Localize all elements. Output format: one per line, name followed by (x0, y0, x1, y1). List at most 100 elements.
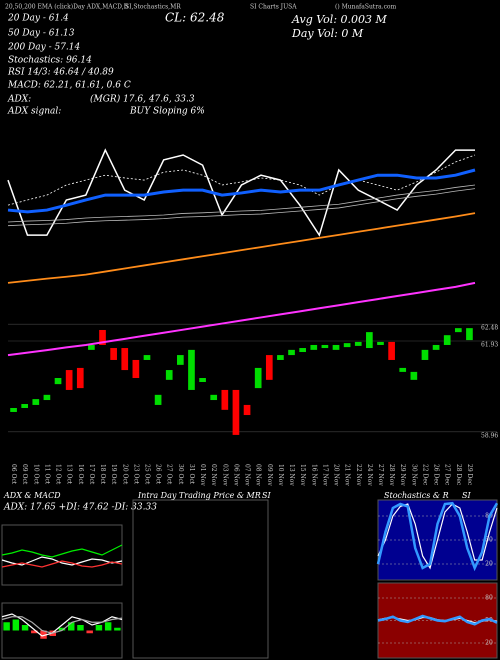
bar (12, 619, 20, 631)
series-line (1, 556, 123, 566)
candle-body (21, 404, 29, 408)
candle-body (199, 378, 206, 382)
candle-body (177, 355, 184, 365)
candle-body (221, 389, 229, 410)
candle-body (354, 341, 362, 346)
x-tick-label: 08 Nov (255, 464, 262, 486)
header-text: () MunafaSutra.com (335, 4, 397, 11)
annotation: (MGR) 17.6, 47.6, 33.3 (90, 94, 195, 105)
header-text: SI Charts JUSA (250, 4, 297, 11)
x-tick-label: 06 Nov (232, 464, 239, 486)
x-tick-label: 30 Oct (177, 464, 184, 485)
panel-title: SI (262, 491, 271, 500)
bar (86, 630, 93, 634)
x-tick-label: 01 Nov (199, 464, 206, 486)
candle-body (121, 348, 129, 371)
candle-body (65, 370, 73, 390)
annotation: Stochastics: 96.14 (8, 56, 92, 66)
bar (31, 630, 38, 634)
bar (104, 622, 112, 631)
candle-body (154, 394, 162, 405)
candle-body (332, 344, 340, 350)
candle-body (254, 367, 262, 389)
x-tick-label: 17 Oct (88, 464, 95, 485)
x-tick-label: 27 Nov (377, 464, 384, 486)
panel-title: SI (462, 491, 471, 500)
x-tick-label: 18 Oct (99, 464, 106, 485)
annotation: Day Vol: 0 M (291, 27, 364, 40)
series-line (7, 188, 476, 227)
candle-body (143, 355, 151, 360)
y-tick-label: 50 (485, 537, 493, 544)
candle-body (454, 328, 462, 333)
x-tick-label: 20 Oct (121, 464, 128, 485)
candle-body (343, 343, 351, 348)
candle-body (399, 367, 407, 372)
candle-body (265, 355, 273, 380)
x-tick-label: 28 Dec (455, 464, 462, 486)
y-tick-label: 80 (485, 595, 493, 602)
panel-frame (1, 602, 123, 659)
x-tick-label: 12 Oct (55, 464, 62, 485)
series-line (7, 148, 475, 237)
x-tick-label: 23 Oct (132, 464, 139, 485)
series-line (376, 501, 499, 572)
candle-body (432, 344, 440, 350)
candle-body (243, 404, 251, 416)
bar (77, 625, 84, 631)
y-tick-label: 62.48 (481, 325, 498, 332)
x-tick-label: 03 Nov (221, 464, 228, 486)
candle-body (10, 407, 17, 412)
annotation: RSI 14/3: 46.64 / 40.89 (7, 68, 114, 78)
annotation: MACD: 62.21, 61.61, 0.6 C (7, 81, 131, 91)
series-line (1, 616, 123, 634)
x-tick-label: 27 Oct (166, 464, 173, 485)
x-tick-label: 11 Oct (43, 464, 50, 485)
bar (58, 627, 66, 631)
header-text: SI,Stochastics,MR (125, 4, 181, 11)
panel-title: ADX & MACD (3, 491, 61, 500)
candle-body (54, 378, 62, 385)
x-tick-label: 16 Oct (77, 464, 84, 485)
bar (68, 622, 75, 631)
x-tick-label: 30 Nov (410, 464, 417, 486)
annotation: ADX signal: (7, 107, 61, 117)
annotation: ADX: (7, 95, 31, 105)
candle-body (99, 329, 106, 345)
series-line (7, 281, 476, 357)
x-tick-label: 29 Dec (466, 464, 473, 486)
x-tick-label: 22 Dec (421, 464, 428, 486)
x-tick-label: 13 Nov (288, 464, 295, 486)
panel-title: Intra Day Trading Price & MR (137, 491, 261, 500)
x-tick-label: 06 Oct (10, 464, 17, 485)
x-tick-label: 07 Nov (244, 464, 251, 486)
series-line (377, 614, 498, 626)
candle-body (288, 349, 295, 356)
series-line (7, 212, 476, 284)
candle-body (277, 355, 284, 360)
candle-body (132, 359, 140, 379)
x-tick-label: 22 Nov (355, 464, 362, 486)
annotation: 50 Day - 61.13 (8, 29, 75, 39)
x-tick-label: 27 Dec (444, 464, 451, 486)
y-tick-label: 50 (485, 617, 493, 624)
bar (95, 625, 103, 631)
candle-body (421, 349, 429, 360)
x-tick-label: 02 Nov (210, 464, 217, 486)
candle-body (321, 344, 329, 349)
x-tick-label: 24 Nov (366, 464, 373, 486)
candle-body (388, 341, 395, 360)
annotation: CL: 62.48 (165, 11, 225, 25)
x-tick-label: 15 Nov (299, 464, 306, 486)
candle-body (366, 332, 373, 349)
candle-body (32, 399, 40, 405)
y-tick-label: 58.96 (481, 432, 498, 439)
x-tick-label: 10 Nov (277, 464, 284, 486)
candle-body (377, 341, 384, 345)
x-tick-label: 28 Nov (388, 464, 395, 486)
candle-body (466, 328, 473, 341)
x-tick-label: 26 Oct (155, 464, 162, 485)
x-tick-label: 17 Nov (321, 464, 328, 486)
x-tick-label: 13 Oct (66, 464, 73, 485)
